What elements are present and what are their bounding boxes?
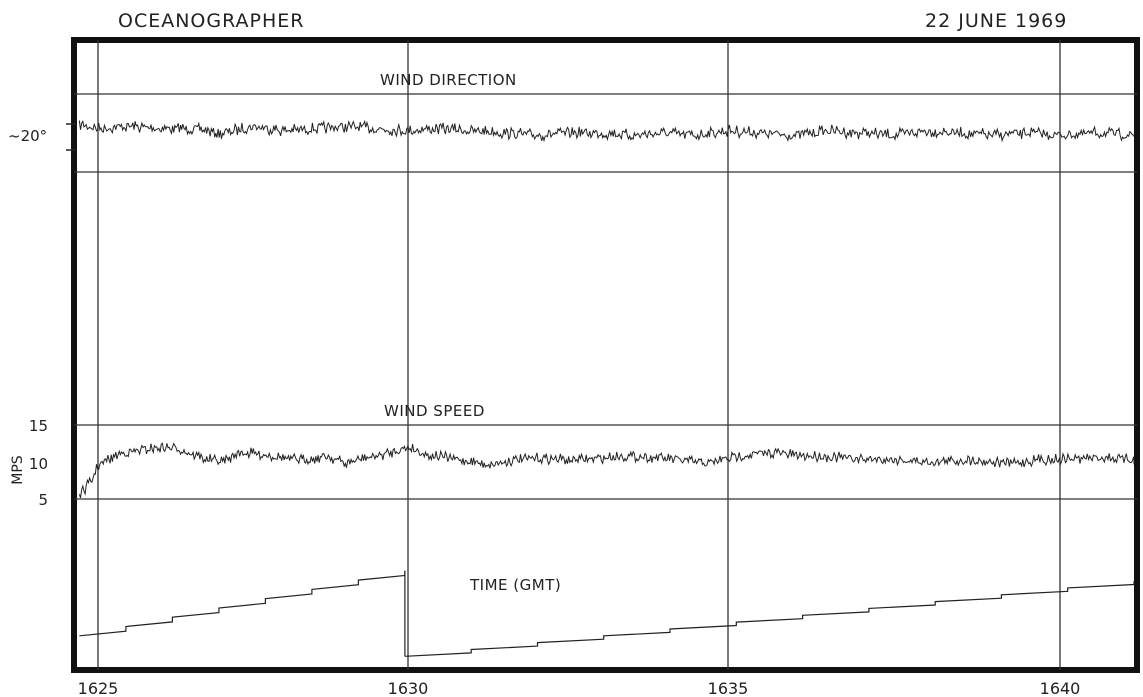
wind-direction-trace <box>78 119 1135 143</box>
speed-axis-label: MPS <box>10 455 26 485</box>
time-trace-1 <box>79 570 406 637</box>
x-tick-1625: 1625 <box>78 679 119 697</box>
x-tick-1635: 1635 <box>708 679 749 697</box>
date-title: 22 JUNE 1969 <box>925 10 1067 32</box>
x-tick-1640: 1640 <box>1040 679 1081 697</box>
wind-speed-trace <box>78 442 1135 499</box>
time-trace-2 <box>404 581 1135 657</box>
chart-frame <box>71 37 1140 673</box>
speed-tick-15: 15 <box>29 417 48 435</box>
series-layer <box>78 119 1135 657</box>
wind-direction-label: WIND DIRECTION <box>380 71 517 89</box>
wind-speed-label: WIND SPEED <box>384 402 485 420</box>
x-tick-1630: 1630 <box>388 679 429 697</box>
vessel-title: OCEANOGRAPHER <box>118 10 305 32</box>
time-gmt-label: TIME (GMT) <box>469 576 561 594</box>
direction-tick-label: ~20° <box>8 127 47 145</box>
speed-tick-10: 10 <box>29 455 48 473</box>
speed-tick-5: 5 <box>38 491 48 509</box>
